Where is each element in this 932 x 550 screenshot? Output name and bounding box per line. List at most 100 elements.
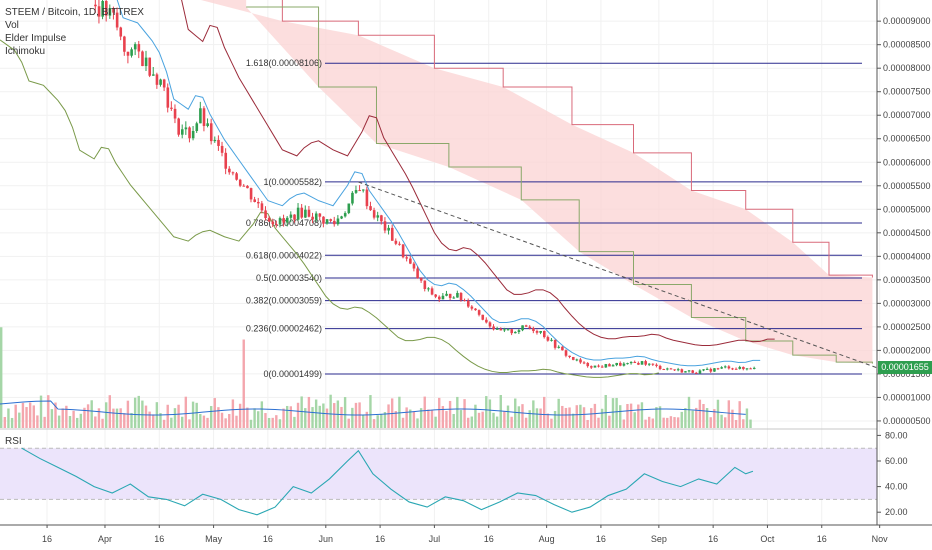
candle-body bbox=[691, 370, 695, 373]
volume-bar bbox=[510, 416, 513, 428]
candle-body bbox=[340, 216, 343, 219]
volume-bar bbox=[235, 415, 238, 428]
volume-bar bbox=[238, 403, 242, 428]
candle-body bbox=[242, 185, 246, 187]
volume-bar bbox=[575, 405, 578, 428]
price-tick-label: 0.00000500 bbox=[883, 416, 931, 426]
candle-body bbox=[166, 87, 170, 108]
volume-bar bbox=[427, 409, 430, 428]
volume-bar bbox=[376, 415, 379, 428]
volume-bar bbox=[188, 419, 191, 428]
volume-bar bbox=[409, 409, 412, 428]
volume-bar bbox=[394, 411, 397, 428]
volume-bar bbox=[104, 402, 108, 428]
ichimoku-chikou-line bbox=[0, 39, 659, 378]
fib-level-label: 0(0.00001499) bbox=[263, 369, 322, 379]
time-tick-label: Aug bbox=[539, 534, 555, 544]
volume-bar bbox=[568, 407, 571, 428]
candle-body bbox=[488, 322, 492, 327]
candle-body bbox=[275, 224, 278, 226]
volume-bar bbox=[112, 408, 115, 428]
ichimoku-lines bbox=[0, 0, 873, 378]
volume-bar bbox=[459, 410, 463, 428]
fib-level-label: 1(0.00005582) bbox=[263, 177, 322, 187]
candle-body bbox=[655, 364, 658, 366]
volume-bar bbox=[611, 398, 615, 428]
candle-body bbox=[492, 326, 495, 330]
candle-body bbox=[213, 139, 217, 142]
candle-body bbox=[307, 209, 311, 217]
volume-bar bbox=[514, 398, 517, 428]
time-tick-label: 16 bbox=[596, 534, 606, 544]
volume-bar bbox=[539, 408, 542, 428]
candle-body bbox=[738, 366, 742, 369]
legend-indicator-elder-impulse[interactable]: Elder Impulse bbox=[5, 33, 67, 44]
volume-bar bbox=[626, 403, 629, 428]
volume-bar bbox=[36, 415, 39, 428]
fib-level-label: 0.618(0.00004022) bbox=[246, 250, 322, 260]
candle-body bbox=[144, 57, 148, 67]
volume-bar bbox=[517, 406, 521, 428]
volume-bar bbox=[365, 411, 369, 428]
candle-body bbox=[561, 346, 564, 351]
candle-body bbox=[720, 367, 723, 369]
candle-body bbox=[470, 306, 474, 309]
time-tick-label: 16 bbox=[817, 534, 827, 544]
volume-bar bbox=[289, 406, 292, 428]
candle-body bbox=[220, 145, 224, 153]
candle-body bbox=[633, 361, 637, 363]
volume-bar bbox=[619, 405, 622, 428]
volume-bar bbox=[14, 404, 17, 428]
volume-bar bbox=[137, 395, 140, 428]
volume-bar bbox=[724, 417, 727, 428]
candle-body bbox=[188, 127, 191, 139]
volume-bar bbox=[181, 416, 184, 428]
candle-body bbox=[115, 12, 119, 28]
rsi-legend-label[interactable]: RSI bbox=[5, 436, 22, 447]
legend-title[interactable]: STEEM / Bitcoin, 1D, BITTREX bbox=[5, 7, 144, 18]
legend-indicator-volume[interactable]: Vol bbox=[5, 20, 19, 31]
volume-bar bbox=[322, 403, 325, 428]
candle-body bbox=[173, 108, 177, 119]
candle-body bbox=[622, 363, 626, 366]
legend-indicator-ichimoku[interactable]: Ichimoku bbox=[5, 46, 46, 57]
volume-bar bbox=[655, 407, 658, 428]
volume-bar bbox=[521, 404, 524, 428]
price-candles bbox=[94, 0, 756, 375]
volume-bar bbox=[347, 418, 350, 428]
candle-body bbox=[539, 331, 542, 333]
volume-bar bbox=[586, 419, 589, 428]
volume-bar bbox=[561, 405, 564, 428]
candle-body bbox=[724, 366, 727, 368]
volume-bar bbox=[481, 411, 484, 428]
volume-bar bbox=[159, 413, 162, 428]
volume-bar bbox=[220, 412, 224, 428]
volume-bar bbox=[123, 413, 126, 428]
candle-body bbox=[112, 8, 115, 13]
candle-body bbox=[485, 319, 488, 323]
volume-bar bbox=[669, 416, 673, 428]
volume-bar bbox=[495, 416, 499, 428]
volume-bar bbox=[267, 417, 271, 428]
time-tick-label: 16 bbox=[42, 534, 52, 544]
candle-body bbox=[521, 325, 524, 331]
candle-body bbox=[289, 214, 293, 218]
candle-body bbox=[249, 188, 253, 200]
ichimoku-tenkan-line bbox=[116, 0, 761, 367]
candle-body bbox=[383, 221, 387, 231]
fib-level-label: 0.382(0.00003059) bbox=[246, 296, 322, 306]
volume-bar bbox=[54, 402, 57, 428]
time-tick-label: Jul bbox=[429, 534, 441, 544]
candle-body bbox=[438, 296, 441, 300]
candle-body bbox=[640, 361, 644, 365]
candle-body bbox=[597, 365, 600, 367]
volume-bar bbox=[119, 408, 122, 428]
candle-body bbox=[503, 329, 506, 331]
volume-bar bbox=[195, 402, 198, 428]
volume-bar bbox=[28, 402, 32, 428]
ichimoku-span-b-line bbox=[281, 0, 873, 278]
candle-body bbox=[401, 244, 405, 258]
candle-body bbox=[162, 79, 166, 88]
volume-bar bbox=[162, 419, 166, 428]
